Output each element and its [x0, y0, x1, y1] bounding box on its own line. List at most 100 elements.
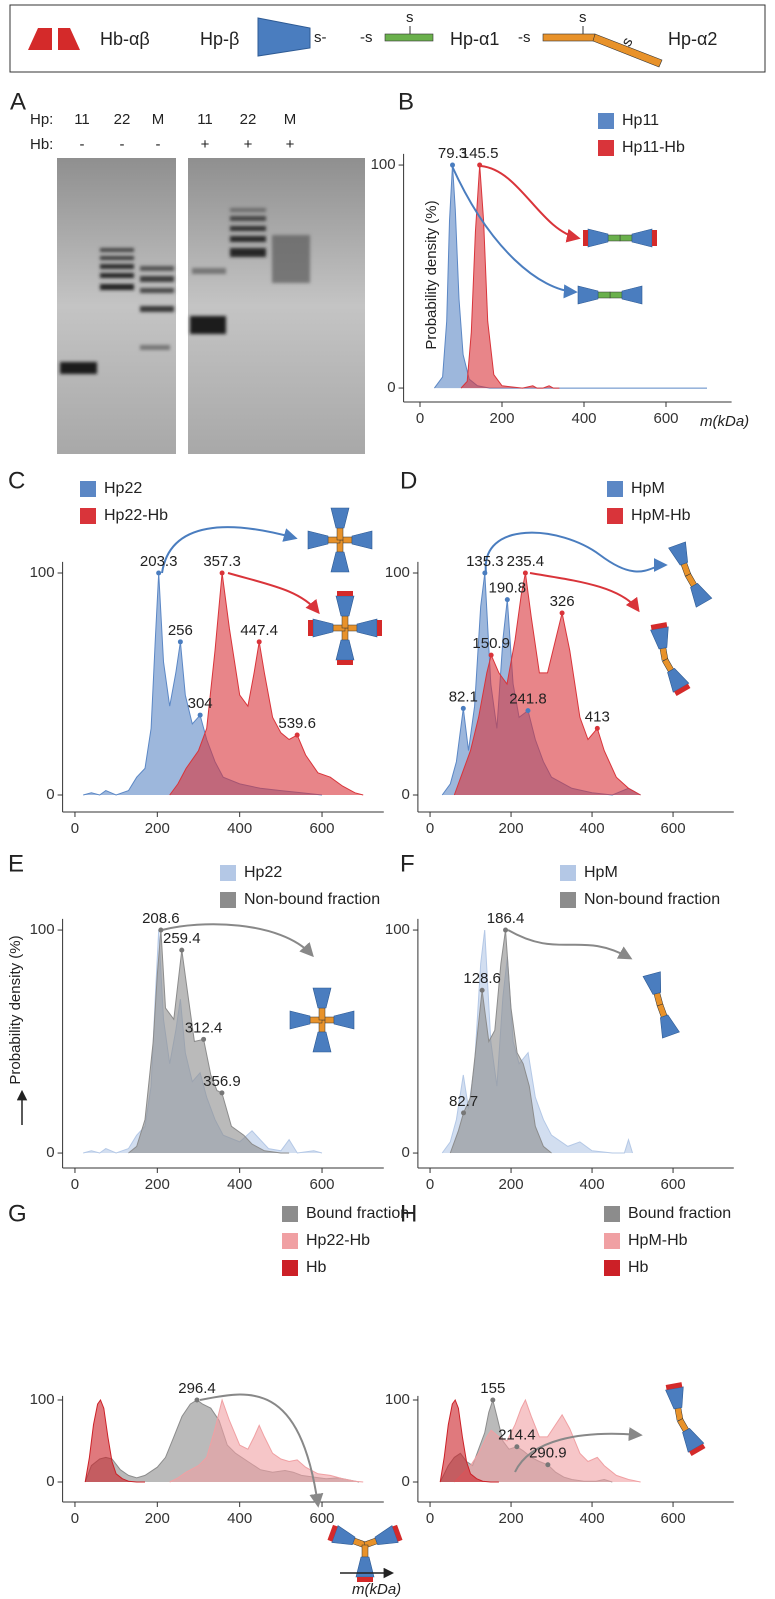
hb-cap [689, 1443, 706, 1457]
hb-cap [337, 591, 353, 596]
alpha-chain [653, 992, 664, 1007]
x-tick-label: 0 [71, 1510, 79, 1527]
y-tick-label: 100 [30, 564, 55, 581]
peak-marker [450, 162, 456, 168]
x-tick-label: 0 [426, 1176, 434, 1193]
legend-label: HpM-Hb [631, 507, 691, 524]
legend-label: Hp11-Hb [622, 139, 685, 156]
beta-chain [690, 583, 713, 608]
x-tick-label: 200 [499, 1176, 524, 1193]
x-tick-label: 400 [580, 1176, 605, 1193]
molecule-icon [307, 507, 373, 573]
arrow [529, 572, 640, 613]
hb-cap [650, 622, 668, 630]
y-tick-label: 0 [46, 786, 54, 803]
x-tick-label: 400 [580, 1510, 605, 1527]
molecule-icon [583, 228, 657, 248]
peak-marker [514, 1444, 520, 1450]
beta-chain [682, 1428, 705, 1453]
panel-letter: G [8, 1200, 27, 1227]
legend-swatch [282, 1233, 298, 1249]
beta-chain [335, 639, 355, 661]
x-tick-label: 600 [661, 1176, 686, 1193]
alpha-chain [659, 647, 669, 661]
y-tick-label: 100 [30, 1391, 55, 1408]
peak-marker [461, 1110, 467, 1116]
peak-label: 256 [168, 622, 193, 639]
peak-label: 290.9 [529, 1445, 567, 1462]
legend-label: Hp22-Hb [104, 507, 168, 524]
peak-marker [594, 725, 600, 731]
alpha-chain [341, 615, 349, 629]
density-area [84, 1398, 145, 1483]
peak-label: 190.8 [489, 580, 527, 597]
molecule-icon [289, 987, 355, 1053]
peak-marker [477, 162, 483, 168]
beta-chain [330, 507, 350, 529]
arrow [161, 526, 298, 574]
y-tick-label: 0 [402, 1473, 410, 1490]
molecule-legend: Hb-αβ Hp-β s- -s s Hp-α1 -s s s Hp-α2 [9, 4, 766, 73]
beta-chain [312, 987, 332, 1009]
density-area [128, 929, 290, 1154]
x-tick-label: 600 [310, 820, 335, 837]
beta-chain [667, 668, 690, 693]
molecule-arm [355, 1544, 375, 1582]
legend-label: Bound fraction [628, 1205, 731, 1222]
alpha-chain [336, 527, 344, 541]
beta-chain [668, 541, 688, 566]
icon-hp-alpha2-tail [592, 33, 663, 68]
peak-label: 128.6 [463, 970, 501, 987]
molecule-icon [327, 1524, 403, 1582]
molecule-arm [656, 1003, 680, 1039]
peak-marker [490, 1397, 496, 1403]
legend-swatch [220, 892, 236, 908]
molecule-arm [307, 530, 341, 550]
peak-label: 447.4 [240, 622, 278, 639]
beta-chain [351, 530, 373, 550]
x-tick-label: 0 [426, 820, 434, 837]
peak-label: 241.8 [509, 691, 547, 708]
lane-label: 11 [74, 111, 90, 128]
lane-label: - [80, 136, 85, 153]
peak-label: 413 [585, 708, 610, 725]
icon-label: -s [360, 29, 373, 46]
y-tick-label: 0 [46, 1473, 54, 1490]
peak-label: 82.1 [449, 688, 478, 705]
molecule-arm [363, 1524, 403, 1549]
molecule-icon [642, 971, 680, 1039]
legend-label: Hp22 [104, 480, 142, 497]
icon-label: -s [518, 29, 531, 46]
molecule-arm [312, 987, 332, 1021]
peak-marker [201, 1036, 207, 1042]
panel-letter: F [400, 850, 415, 877]
peak-label: 312.4 [185, 1019, 223, 1036]
y-axis-label: Probability density (%) [423, 200, 440, 349]
icon-label: s [579, 9, 587, 26]
x-tick-label: 600 [310, 1510, 335, 1527]
peak-marker [219, 570, 225, 576]
legend-swatch [604, 1233, 620, 1249]
y-tick-label: 100 [385, 921, 410, 938]
peak-marker [503, 927, 509, 933]
molecule-arm [327, 1524, 367, 1549]
x-tick-label: 0 [71, 1176, 79, 1193]
molecule-arm [583, 228, 621, 248]
x-tick-label: 600 [653, 410, 678, 427]
alpha-chain [619, 234, 633, 242]
x-tick-label: 400 [580, 820, 605, 837]
beta-chain [650, 626, 669, 650]
legend-label: Hb [306, 1259, 327, 1276]
legend-swatch [80, 508, 96, 524]
molecule-arm [335, 591, 355, 629]
arrow [480, 165, 581, 243]
hb-cap [652, 230, 657, 246]
density-area [439, 1398, 499, 1483]
lane-label: 22 [240, 111, 257, 128]
peak-label: 82.7 [449, 1093, 478, 1110]
beta-chain [312, 1031, 332, 1053]
peak-marker [504, 597, 510, 603]
beta-chain [631, 228, 653, 248]
legend-swatch [604, 1206, 620, 1222]
peak-label: 214.4 [498, 1427, 536, 1444]
